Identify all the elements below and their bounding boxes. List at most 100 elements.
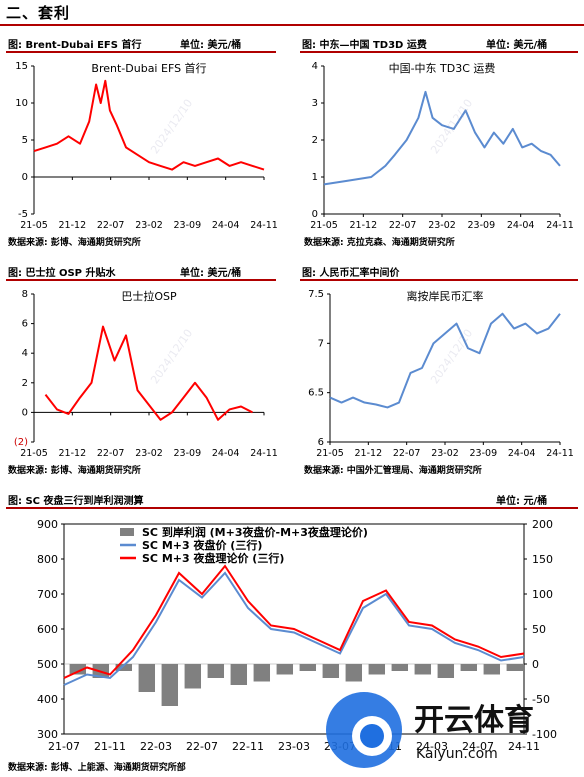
x-tick-label: 21-12 xyxy=(355,448,383,459)
y-tick-label: 5 xyxy=(22,135,28,146)
y-tick-label: 2 xyxy=(312,135,318,146)
y-tick-label: 2 xyxy=(22,378,28,389)
x-tick-label: 22-07 xyxy=(97,448,125,459)
x-tick-label: 24-11 xyxy=(546,448,574,459)
x-tick-label: 21-11 xyxy=(94,740,126,753)
y-tick-label: 900 xyxy=(37,518,58,531)
y-tick-label: 4 xyxy=(312,61,318,72)
profit-bar xyxy=(483,664,501,675)
profit-bar xyxy=(184,664,202,689)
y-tick-label: 6 xyxy=(318,437,324,448)
y-right-tick-label: 50 xyxy=(532,623,546,636)
panel-2-source: 数据来源: 克拉克森、海通期货研究所 xyxy=(304,238,455,248)
x-tick-label: 23-02 xyxy=(428,220,456,231)
y-tick-label: 400 xyxy=(37,693,58,706)
panel-4-source: 数据来源: 中国外汇管理局、海通期货研究所 xyxy=(304,466,482,476)
profit-bar xyxy=(207,664,225,678)
y-tick-label: 7.5 xyxy=(308,289,324,300)
panel-2-unit: 单位: 美元/桶 xyxy=(486,40,548,51)
y-tick-label: 10 xyxy=(15,98,28,109)
y-tick-label: 15 xyxy=(15,61,28,72)
x-tick-label: 24-11 xyxy=(546,220,574,231)
x-tick-label: 21-07 xyxy=(48,740,80,753)
y-tick-label: (2) xyxy=(14,437,28,448)
x-tick-label: 23-03 xyxy=(278,740,310,753)
theoretical-price-line xyxy=(63,564,525,679)
profit-bar xyxy=(276,664,294,675)
x-tick-label: 23-09 xyxy=(174,448,202,459)
chart-5-sc-arrival-profit: 300 400 500 600 700 800 900 -100 -50 0 50 100 150 200… xyxy=(37,518,557,753)
profit-bar xyxy=(460,664,478,671)
x-tick-label: 23-02 xyxy=(135,448,163,459)
y-right-tick-label: -50 xyxy=(532,693,550,706)
profit-bar xyxy=(138,664,156,692)
profit-bar xyxy=(253,664,271,682)
section-rule xyxy=(0,24,584,26)
series-line xyxy=(33,79,265,171)
profit-bar xyxy=(391,664,409,671)
x-tick-label: 22-07 xyxy=(186,740,218,753)
y-tick-label: 300 xyxy=(37,728,58,741)
panel-1-source: 数据来源: 彭博、海通期货研究所 xyxy=(8,238,141,248)
profit-bar xyxy=(299,664,317,671)
x-tick-label: 21-12 xyxy=(59,448,87,459)
x-tick-label: 21-12 xyxy=(350,220,378,231)
chart-title: 巴士拉OSP xyxy=(121,289,177,303)
chart-title: 中国-中东 TD3C 运费 xyxy=(389,62,496,75)
logo-sub: Kaiyun.com xyxy=(416,746,498,762)
section-title: 二、套利 xyxy=(6,4,71,22)
panel-2-header: 图: 中东—中国 TD3D 运费 xyxy=(302,40,427,51)
series-line xyxy=(323,90,561,186)
x-tick-label: 22-11 xyxy=(232,740,264,753)
y-tick-label: 800 xyxy=(37,553,58,566)
x-tick-label: 24-11 xyxy=(508,740,540,753)
y-tick-label: 3 xyxy=(312,98,318,109)
chart-3-basrah-osp: (2) 0 2 4 6 8 21-05 21-12 22-07 23-02 23-09 24-04 24… xyxy=(14,289,278,459)
x-tick-label: 22-07 xyxy=(389,220,417,231)
y-tick-label: 6 xyxy=(22,319,28,330)
x-tick-label: 24-07 xyxy=(462,740,494,753)
profit-bar xyxy=(414,664,432,675)
profit-bar xyxy=(368,664,386,675)
y-tick-label: 700 xyxy=(37,588,58,601)
panel-1-header: 图: Brent-Dubai EFS 首行 xyxy=(8,40,142,51)
chart-4-rmb-rate: 6 6.5 7 7.5 21-05 21-12 22-07 23-02 23-09 24-04 24… xyxy=(308,289,574,459)
y-right-tick-label: 0 xyxy=(532,658,539,671)
x-tick-label: 23-09 xyxy=(470,448,498,459)
x-tick-label: 22-03 xyxy=(140,740,172,753)
x-tick-label: 24-04 xyxy=(507,220,535,231)
x-tick-label: 23-09 xyxy=(174,220,202,231)
y-tick-label: 0 xyxy=(22,407,28,418)
panel-3-header: 图: 巴士拉 OSP 升贴水 xyxy=(8,268,116,279)
panel-5-unit: 单位: 元/桶 xyxy=(496,496,548,507)
x-tick-label: 21-05 xyxy=(316,448,344,459)
x-tick-label: 21-05 xyxy=(20,220,48,231)
logo-text: 开云体育 xyxy=(414,703,534,738)
y-tick-label: 1 xyxy=(312,172,318,183)
x-tick-label: 24-03 xyxy=(416,740,448,753)
panel-4-header: 图: 人民币汇率中间价 xyxy=(302,268,400,279)
profit-bar xyxy=(161,664,179,706)
panel-5-rule xyxy=(6,507,578,509)
x-tick-label: 24-04 xyxy=(212,220,240,231)
chart-title: Brent-Dubai EFS 首行 xyxy=(91,61,206,75)
y-right-tick-label: 150 xyxy=(532,553,553,566)
panel-1-rule xyxy=(6,51,276,53)
profit-bar xyxy=(506,664,524,671)
y-right-tick-label: 200 xyxy=(532,518,553,531)
panel-3-rule xyxy=(6,279,276,281)
y-tick-label: 6.5 xyxy=(308,388,324,399)
panel-2-rule xyxy=(300,51,578,53)
x-tick-label: 24-04 xyxy=(212,448,240,459)
x-tick-label: 21-12 xyxy=(59,220,87,231)
profit-bar xyxy=(437,664,455,678)
profit-bar xyxy=(345,664,363,682)
y-tick-label: 600 xyxy=(37,623,58,636)
panel-3-unit: 单位: 美元/桶 xyxy=(180,268,242,279)
x-tick-label: 21-05 xyxy=(310,220,338,231)
chart-1-brent-dubai-efs: -5 0 5 10 15 21-05 21-12 22-07 23-02 23-09 24-04 24… xyxy=(15,61,278,231)
x-tick-label: 21-05 xyxy=(20,448,48,459)
x-tick-label: 24-11 xyxy=(250,220,278,231)
y-right-tick-label: 100 xyxy=(532,588,553,601)
x-tick-label: 22-07 xyxy=(97,220,125,231)
